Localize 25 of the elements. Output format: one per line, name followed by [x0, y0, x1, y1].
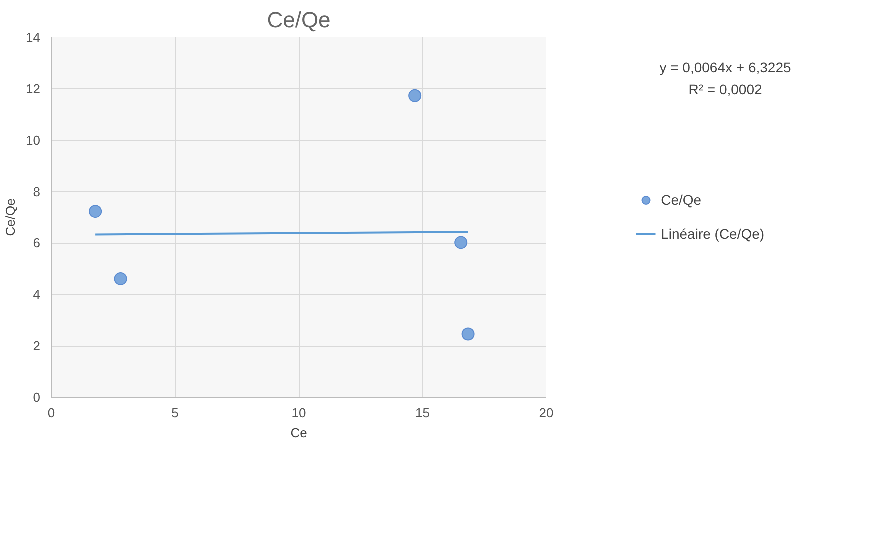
x-tick-label: 0: [48, 406, 56, 420]
point: [89, 205, 102, 218]
x-tick-label: 20: [539, 406, 554, 420]
y-tick-label: 4: [33, 287, 41, 302]
x-axis-title: Ce: [290, 426, 308, 440]
point: [114, 272, 128, 286]
x-tick-label: 5: [172, 406, 179, 420]
text: R² = 0,0002: [688, 82, 762, 98]
x-tick-label: 15: [416, 406, 430, 420]
point: [408, 89, 422, 102]
y-tick-label: 8: [33, 184, 41, 200]
legend-label: Linéaire (Ce/Qe): [661, 226, 765, 242]
point: [462, 328, 475, 341]
y-tick-label: 14: [26, 30, 41, 45]
legend-label: Ce/Qe: [661, 192, 702, 208]
y-tick-label: 10: [26, 132, 41, 148]
text: y = 0,0064x + 6,3225: [660, 60, 792, 76]
y-tick-label: 0: [33, 390, 41, 405]
y-tick-label: 12: [26, 81, 41, 96]
y-axis-title: Ce/Qe: [3, 198, 18, 236]
y-tick-label: 2: [33, 338, 41, 354]
y-tick-label: 6: [33, 236, 41, 251]
x-tick-label: 10: [292, 406, 306, 420]
point: [454, 236, 468, 250]
chart-title: Ce/Qe: [267, 8, 331, 32]
